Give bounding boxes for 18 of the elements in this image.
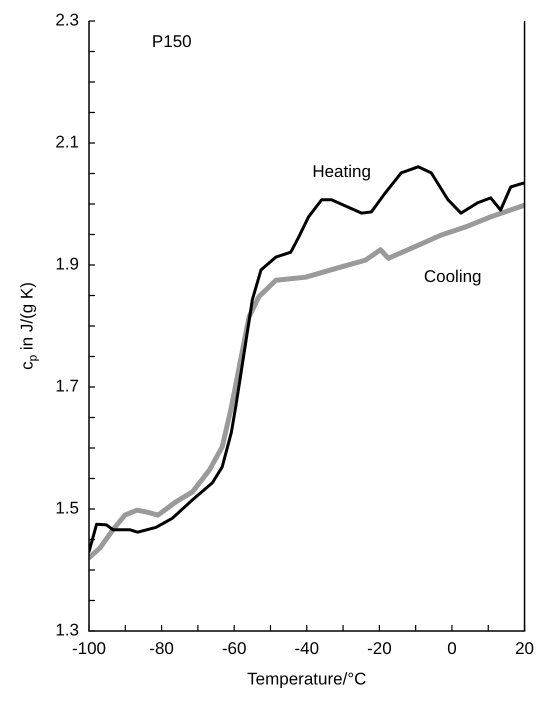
annotation: P150 <box>152 32 192 52</box>
y-tick-label: 1.9 <box>55 254 79 274</box>
y-tick-label: 2.3 <box>55 10 79 30</box>
x-tick-label: -100 <box>72 638 106 658</box>
x-tick-label: -80 <box>149 638 174 658</box>
x-axis-title: Temperature/°C <box>247 670 366 689</box>
y-tick-label: 1.7 <box>55 376 79 396</box>
x-tick-label: 20 <box>515 638 534 658</box>
x-tick-label: -20 <box>367 638 392 658</box>
x-tick-label: -60 <box>222 638 246 658</box>
y-tick-label: 1.3 <box>55 620 79 640</box>
x-tick-label: 0 <box>447 638 457 658</box>
series-label: Cooling <box>424 266 482 286</box>
x-tick-label: -40 <box>294 638 320 658</box>
series-label: Heating <box>312 162 371 181</box>
y-axis-title: cp in J/(g K) <box>18 282 40 370</box>
y-tick-label: 2.1 <box>55 132 79 152</box>
y-tick-label: 1.5 <box>55 498 79 518</box>
